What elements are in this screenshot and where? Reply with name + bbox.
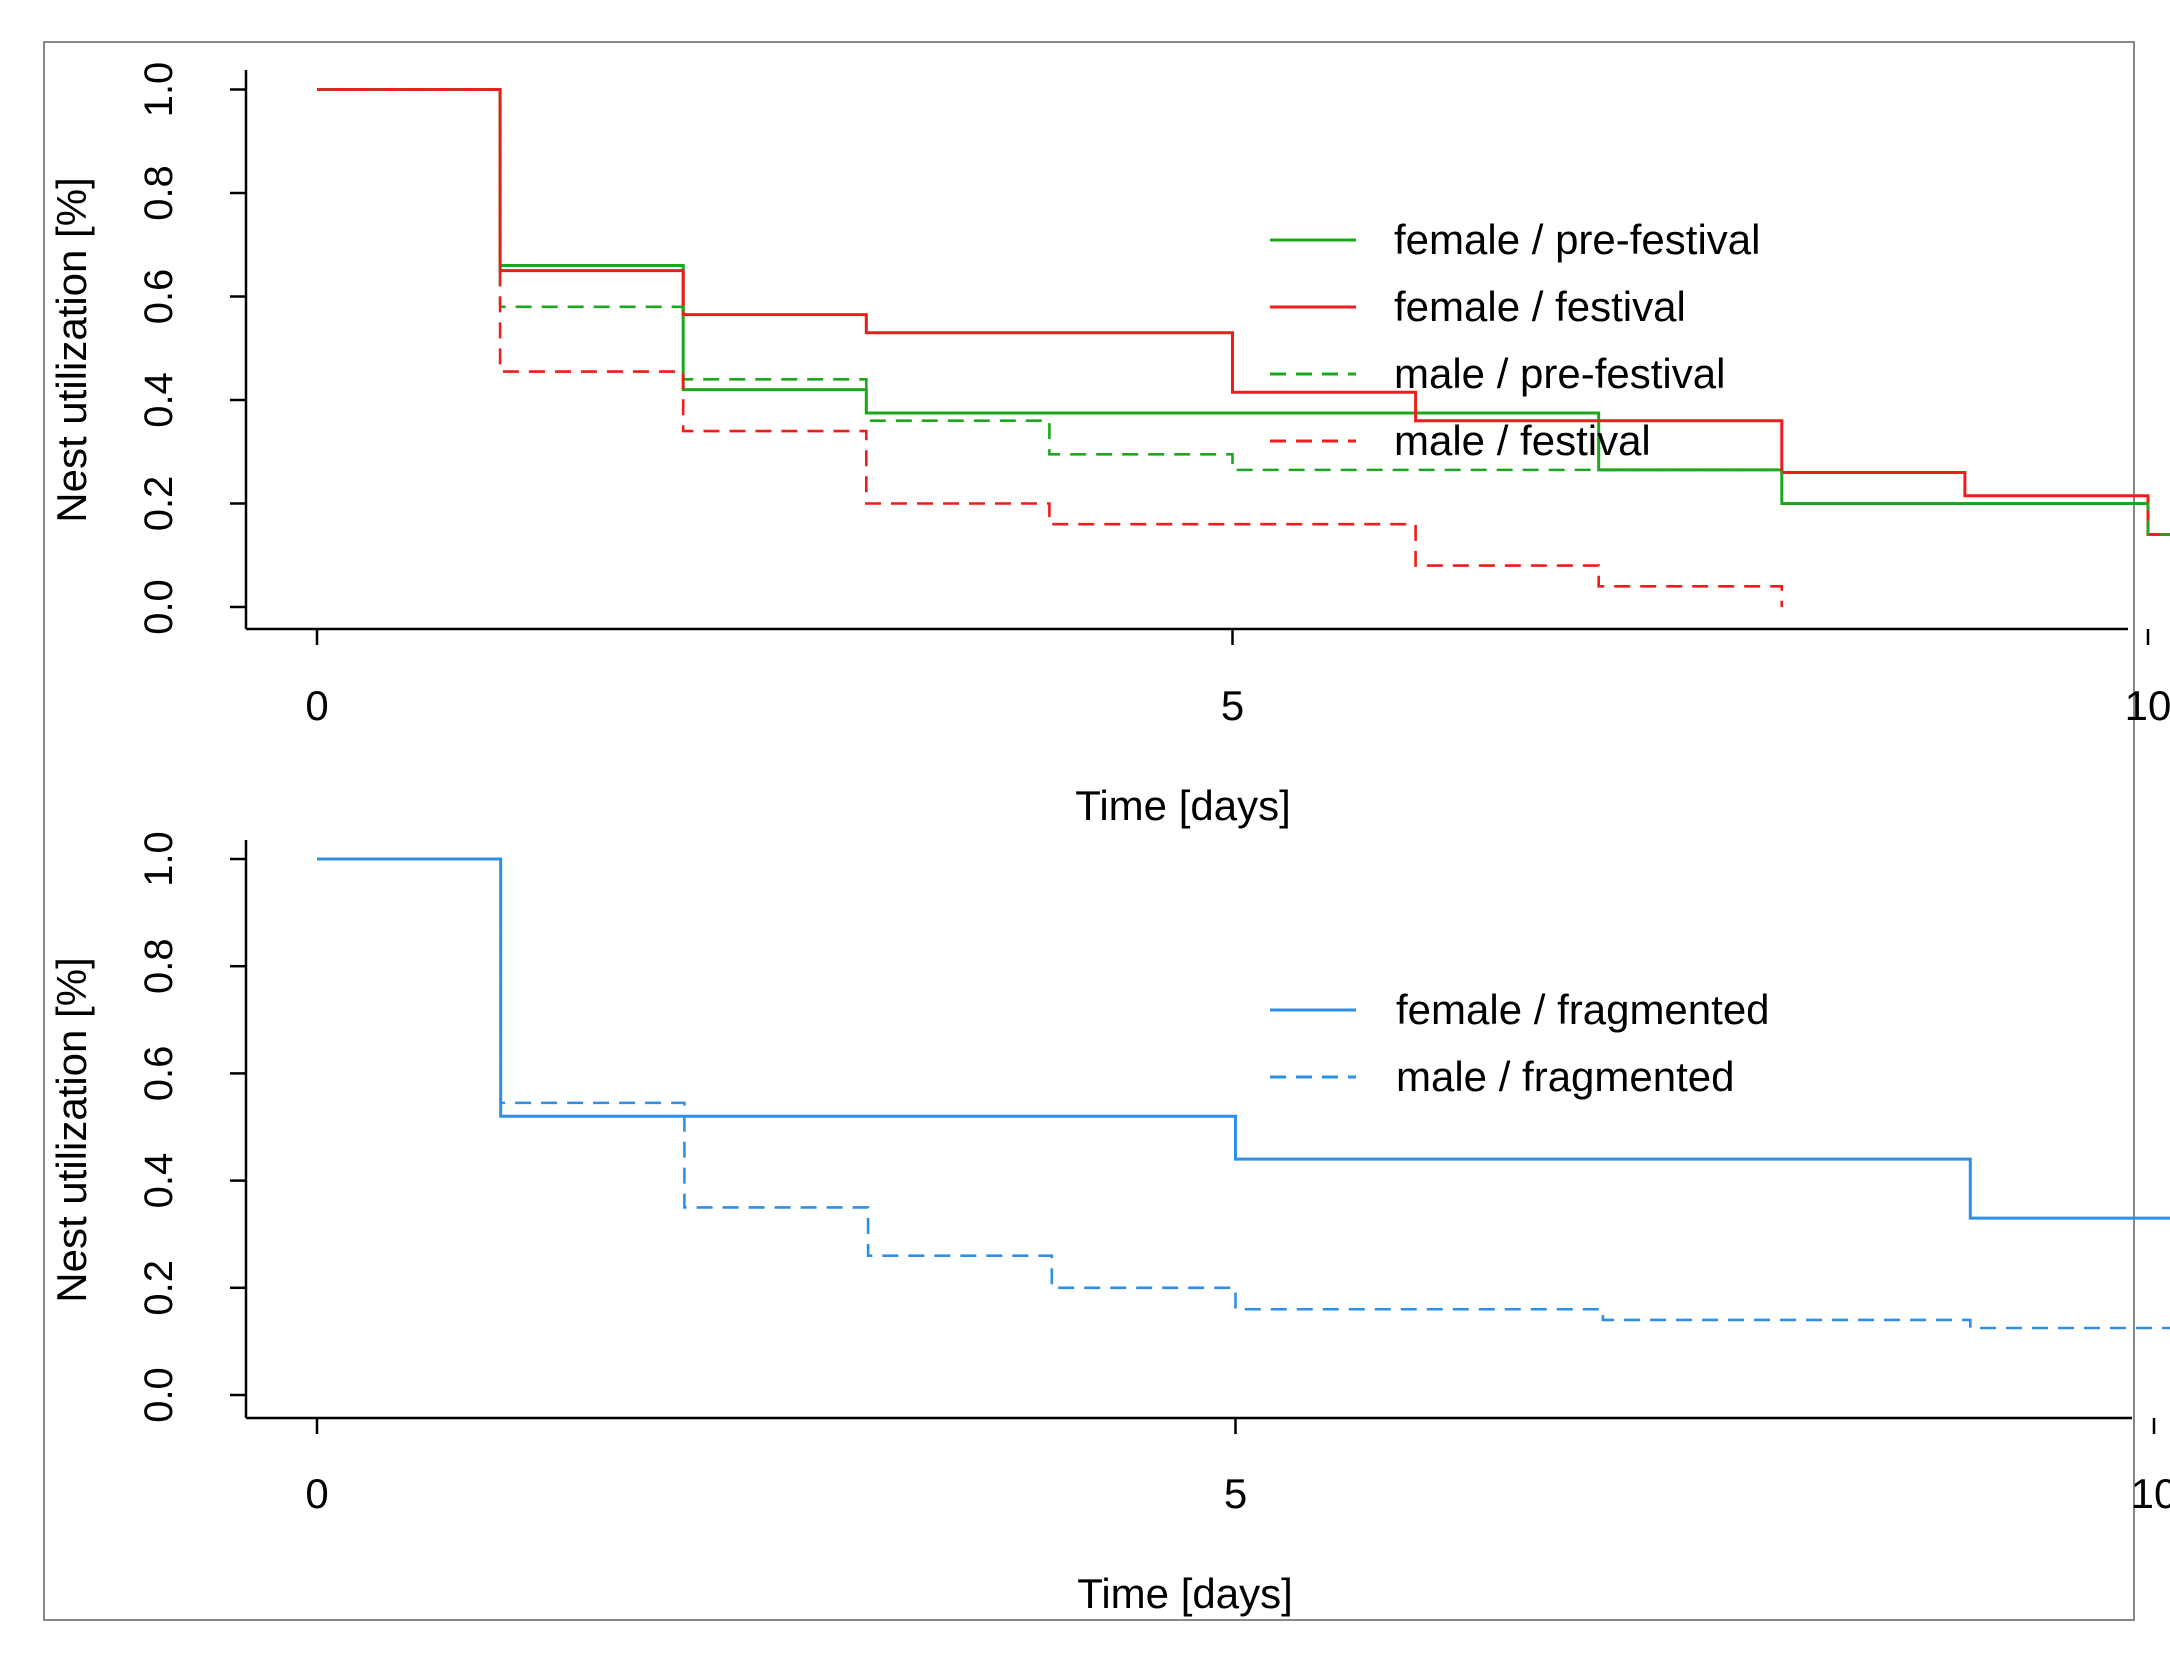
x-tick-label: 10: [2125, 682, 2170, 729]
series-line-male-festival: [317, 88, 1784, 607]
y-tick-label: 0.4: [137, 372, 181, 428]
y-tick-label: 0.8: [137, 165, 181, 221]
x-tick-label: 0: [305, 682, 328, 729]
legend-label: male / pre-festival: [1394, 350, 1725, 397]
series-line-male-fragmented: [317, 857, 2170, 1330]
series-line-female-festival: [317, 88, 2170, 537]
y-tick-label: 0.2: [137, 1260, 181, 1316]
y-tick-label: 0.0: [137, 1367, 181, 1423]
series-line-female-pre-festival: [317, 88, 2170, 537]
y-axis-title: Nest utilization [%]: [48, 957, 95, 1302]
x-tick-label: 10: [2131, 1470, 2170, 1517]
series-layer: [317, 88, 2170, 607]
y-tick-label: 0.6: [137, 269, 181, 325]
y-tick-label: 0.8: [137, 938, 181, 994]
legend-label: female / fragmented: [1396, 986, 1770, 1033]
y-tick-label: 0.2: [137, 476, 181, 532]
plot-top: 0510150.00.20.40.60.81.0 female / pre-fe…: [48, 62, 2170, 829]
y-axis-title: Nest utilization [%]: [48, 177, 95, 522]
x-axis-title: Time [days]: [1075, 782, 1291, 829]
figure-border: [43, 41, 2135, 1621]
series-layer: [317, 857, 2170, 1330]
series-line-male-pre-festival: [317, 88, 2170, 536]
axis-ticks: 0510150.00.20.40.60.81.0: [137, 62, 2170, 729]
legend: female / pre-festival female / festival ma…: [1270, 216, 1760, 464]
y-tick-label: 0.6: [137, 1046, 181, 1102]
y-tick-label: 0.0: [137, 579, 181, 635]
plot-bottom: 0510150.00.20.40.60.81.0 female / fragme…: [48, 831, 2170, 1617]
legend-label: male / fragmented: [1396, 1053, 1735, 1100]
legend-label: male / festival: [1394, 417, 1651, 464]
x-tick-label: 0: [305, 1470, 328, 1517]
x-tick-label: 5: [1221, 682, 1244, 729]
legend-label: female / pre-festival: [1394, 216, 1760, 263]
series-line-female-fragmented: [317, 857, 2170, 1220]
y-tick-label: 1.0: [137, 62, 181, 118]
x-tick-label: 5: [1224, 1470, 1247, 1517]
legend-label: female / festival: [1394, 283, 1686, 330]
legend: female / fragmented male / fragmented: [1270, 986, 1770, 1100]
axis-ticks: 0510150.00.20.40.60.81.0: [137, 831, 2170, 1517]
x-axis-title: Time [days]: [1077, 1570, 1293, 1617]
y-tick-label: 0.4: [137, 1153, 181, 1209]
y-tick-label: 1.0: [137, 831, 181, 887]
